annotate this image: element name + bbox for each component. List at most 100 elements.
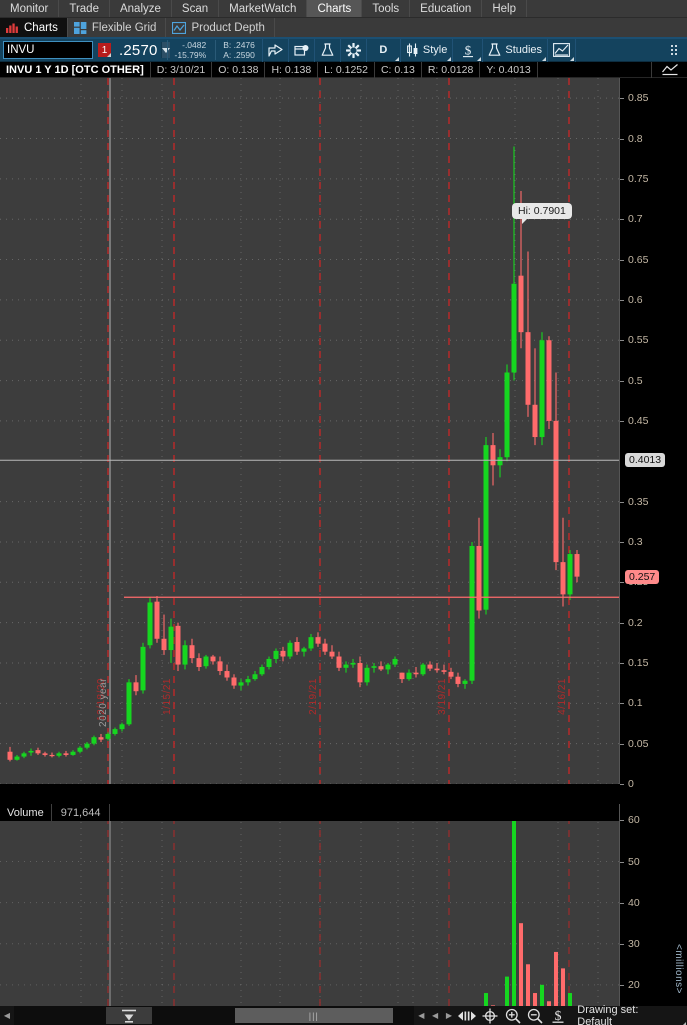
volume-axis[interactable]: <millions> 6050403020100 [619, 804, 687, 1025]
snapshot-button[interactable] [287, 38, 314, 62]
vertical-line-label: 2020 year [98, 678, 109, 727]
price-type-button[interactable]: $ [452, 38, 482, 62]
line-chart-icon [661, 64, 678, 76]
price-tick-label: 0.05 [628, 737, 649, 750]
menu-item-marketwatch[interactable]: MarketWatch [219, 0, 308, 17]
crosshair-button[interactable] [479, 1006, 502, 1025]
price-tick-label: 0.1 [628, 697, 643, 710]
volume-header: Volume 971,644 [0, 804, 619, 821]
price-tick-mark [620, 259, 624, 261]
pan-tool-button[interactable] [456, 1006, 479, 1025]
bid-ask-block: B: .2476 A: .2590 [215, 40, 255, 60]
volume-tick-label: 50 [628, 855, 640, 868]
collapse-arrows-icon [121, 1009, 136, 1023]
step-right-button[interactable]: ▶ [445, 1011, 452, 1020]
volume-tick-label: 30 [628, 937, 640, 950]
date-field: D: 3/10/21 [149, 61, 211, 78]
menu-item-scan[interactable]: Scan [172, 0, 220, 17]
studies-caret-icon [542, 56, 547, 61]
sub-tab-product-depth[interactable]: Product Depth [166, 18, 275, 37]
price-tick-label: 0.85 [628, 92, 649, 105]
price-tick-mark [620, 138, 624, 140]
style-caret-icon [447, 56, 452, 61]
fit-chart-button[interactable] [105, 1007, 152, 1024]
change-absolute: -.0482 [182, 40, 207, 50]
menu-item-monitor[interactable]: Monitor [0, 0, 60, 17]
studies-button[interactable]: Studies [482, 38, 547, 62]
drawing-set-label[interactable]: Drawing set: Default [577, 1004, 687, 1025]
grip-dots-icon [671, 45, 677, 55]
menu-item-tools[interactable]: Tools [362, 0, 411, 17]
menu-item-education[interactable]: Education [410, 0, 483, 17]
pan-tool-icon [458, 1011, 477, 1020]
volume-tick-label: 20 [628, 978, 640, 991]
zoom-out-button[interactable] [524, 1006, 547, 1025]
symbol-field-wrapper[interactable] [3, 41, 170, 59]
yield-field: Y: 0.4013 [479, 61, 536, 78]
style-label: Style [422, 44, 448, 56]
dollar-icon: $ [552, 1009, 564, 1024]
chart-type-indicator[interactable] [651, 61, 687, 78]
symbol-input[interactable] [4, 42, 161, 58]
volume-tick-mark [620, 861, 624, 863]
chevron-down-icon [162, 47, 170, 53]
price-tick-label: 0.35 [628, 495, 649, 508]
price-pane[interactable]: 12/18/20 2020 year 1/15/21 2/19/21 3/19/21 4/… [0, 78, 619, 784]
style-button[interactable]: Style [399, 38, 452, 62]
price-scale-button[interactable]: $ [547, 1006, 570, 1025]
menu-item-charts[interactable]: Charts [307, 0, 363, 17]
price-tick-label: 0.8 [628, 132, 643, 145]
volume-pane[interactable]: Volume 971,644 [0, 804, 619, 1025]
price-tick-mark [620, 340, 624, 342]
chart-area[interactable]: 12/18/20 2020 year 1/15/21 2/19/21 3/19/21 4/… [0, 78, 687, 1025]
settings-button[interactable] [339, 38, 366, 62]
price-type-caret-icon [477, 56, 482, 61]
range-field: R: 0.0128 [420, 61, 480, 78]
price-axis[interactable]: 0.85 0.8 0.75 0.7 0.65 0.6 0.55 0.5 0.45 0.35 0.3 0… [619, 78, 687, 790]
sub-tab-charts[interactable]: Charts [0, 18, 68, 37]
zoom-in-button[interactable] [501, 1006, 524, 1025]
scrollbar-thumb[interactable]: ||| [234, 1008, 393, 1023]
toolbar-overflow-button[interactable] [661, 39, 687, 62]
price-tick-mark [620, 784, 624, 785]
flask-icon [488, 43, 501, 56]
price-tick-mark [620, 98, 624, 100]
bar-chart-icon [6, 22, 19, 33]
svg-text:$: $ [554, 1009, 561, 1024]
price-tick-mark [620, 703, 624, 705]
sub-tab-flexible-grid[interactable]: Flexible Grid [68, 18, 167, 37]
vertical-line-label: 4/16/21 [557, 678, 568, 715]
yield-price-marker[interactable]: 0.4013 [625, 453, 666, 468]
timeframe-label: D [379, 44, 388, 56]
chart-info-bar: INVU 1 Y 1D [OTC OTHER] D: 3/10/21 O: 0.13… [0, 61, 687, 78]
share-arrow-icon [268, 43, 283, 57]
status-bar: ◀ ||| ◀ ◀ ▶ [0, 1004, 687, 1025]
drawings-button[interactable] [547, 38, 577, 62]
scroll-left-button[interactable]: ◀ [3, 1011, 10, 1020]
symbol-dropdown-button[interactable] [161, 42, 170, 58]
step-left-button[interactable]: ◀ [432, 1011, 439, 1020]
price-tick-label: 0.2 [628, 616, 643, 629]
volume-plot [0, 804, 619, 1025]
beaker-button[interactable] [313, 38, 340, 62]
scroll-right-button[interactable]: ◀ [418, 1011, 425, 1020]
volume-tick-mark [620, 984, 624, 986]
price-tick-mark [620, 743, 624, 745]
ask-value: A: .2590 [223, 50, 255, 60]
last-price-marker[interactable]: 0.257 [625, 569, 660, 584]
timeframe-button[interactable]: D [365, 38, 400, 62]
sub-tab-bar: Charts Flexible Grid Product Depth [0, 18, 687, 39]
bid-value: B: .2476 [223, 40, 255, 50]
menu-item-analyze[interactable]: Analyze [110, 0, 172, 17]
price-tick-mark [620, 622, 624, 624]
menu-item-help[interactable]: Help [482, 0, 527, 17]
menu-item-trade[interactable]: Trade [59, 0, 110, 17]
chart-scrollbar[interactable]: ||| [13, 1006, 415, 1025]
low-field: L: 0.1252 [317, 61, 374, 78]
price-tick-label: 0.75 [628, 172, 649, 185]
share-button[interactable] [261, 38, 288, 62]
chart-toolbar: 1 .2570 -.0482 -15.79% B: .2476 A: .2590 [0, 38, 687, 62]
price-tick-label: 0.5 [628, 374, 643, 387]
crosshair-icon [482, 1008, 498, 1023]
account-badge[interactable]: 1 [98, 43, 111, 57]
